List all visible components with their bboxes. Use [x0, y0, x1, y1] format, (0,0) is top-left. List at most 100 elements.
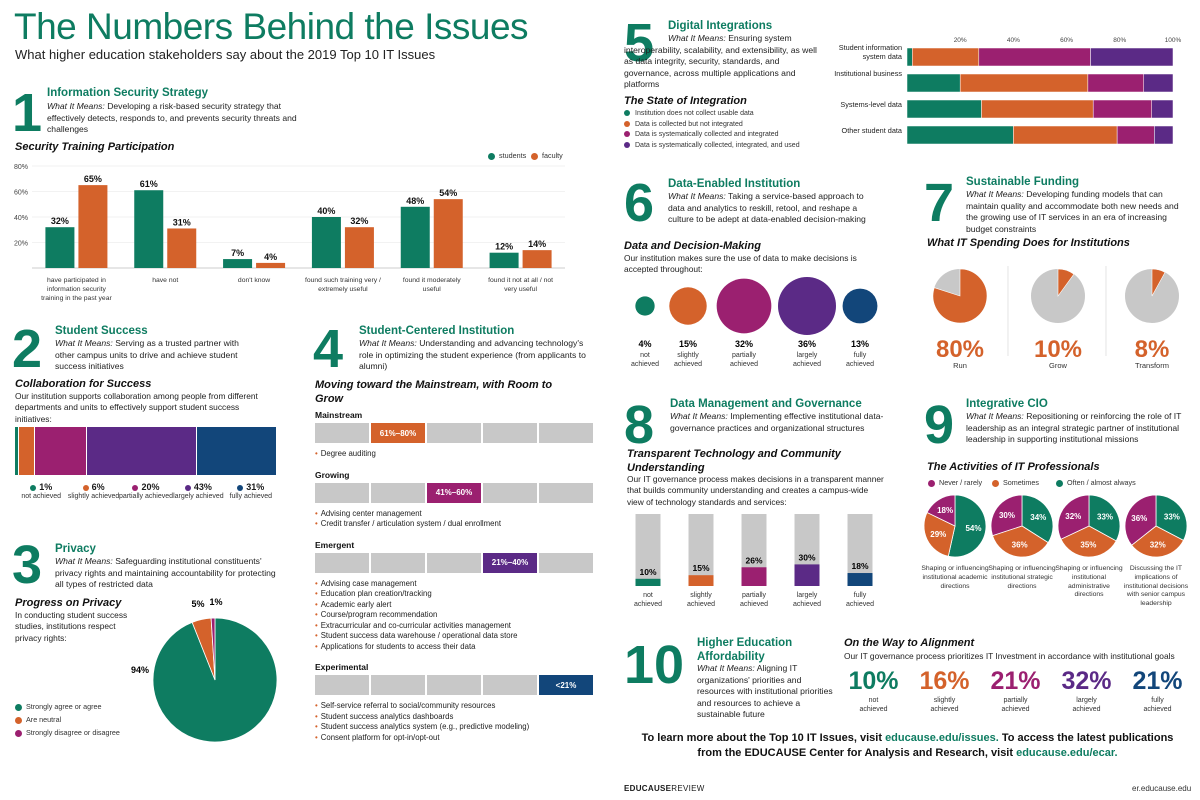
list-item-text: Consent platform for opt-in/opt-out: [320, 732, 440, 742]
bullet-icon: •: [315, 599, 318, 609]
legend-item: Data is collected but not integrated: [624, 121, 824, 128]
data-label: 30%: [999, 511, 1015, 520]
category-label: Discussing the IT implications of instit…: [1123, 565, 1189, 608]
bullet-icon: •: [315, 620, 318, 630]
collaboration-stacked-bar: [15, 427, 277, 475]
list-item-text: Course/program recommendation: [320, 610, 438, 619]
transparency-question: Our IT governance process makes decision…: [627, 474, 884, 507]
issue-desc-10: What It Means: Aligning IT organizations…: [697, 663, 833, 720]
legend-item: Are neutral: [15, 715, 135, 724]
category-label: achieved: [846, 361, 874, 368]
bullet-icon: •: [315, 701, 318, 710]
list-item-text: Academic early alert: [320, 599, 392, 609]
percent-text: 1%: [39, 482, 53, 492]
legend-label: Are neutral: [26, 715, 62, 724]
pie-slice: [1057, 268, 1075, 297]
list-item: • Academic early alert: [315, 600, 391, 609]
list-item: • Advising center management: [315, 509, 422, 518]
list-item: • Degree auditing: [315, 449, 376, 458]
band-label: 61%–80%: [379, 428, 417, 438]
group-heading: Emergent: [315, 539, 355, 550]
category-label: achieved: [793, 601, 821, 608]
category-label: partially: [732, 352, 757, 359]
stacked-segment: [1090, 47, 1174, 67]
category-label: achieved: [1001, 705, 1030, 713]
column-fill: [635, 578, 661, 586]
category-label: found it not at all / not very useful: [488, 277, 554, 293]
legend-label: Data is systematically collected, integr…: [635, 141, 800, 149]
bullet-icon: •: [315, 519, 318, 528]
legend-faculty: faculty: [531, 151, 563, 160]
footer-url[interactable]: er.educause.edu: [1132, 784, 1192, 793]
integration-legend: Institution does not collect usable data…: [624, 110, 824, 160]
column-fill: [847, 573, 873, 586]
data-label: 15%: [692, 563, 709, 573]
pie-slice: [992, 525, 1049, 558]
chart-title-integration: The State of Integration: [624, 95, 747, 107]
data-label: 18%: [851, 561, 868, 571]
alignment-value: 21% fully achieved: [1122, 667, 1193, 714]
chart-title-mainstream: Moving toward the Mainstream, with Room …: [315, 379, 553, 406]
data-label: 1%: [209, 597, 222, 607]
color-dot: [184, 484, 191, 491]
issue-desc-5: What It Means: Ensuring system interoper…: [624, 33, 817, 90]
list-item: • Course/program recommendation: [315, 610, 437, 619]
pie-slice: [947, 494, 987, 558]
column-fill: [688, 575, 714, 586]
data-label: 10%: [848, 667, 899, 695]
list-item-text: Self-service referral to social/communit…: [320, 701, 496, 710]
category-label: achieved: [634, 601, 662, 608]
category-label: achieved: [846, 601, 874, 608]
bullet-icon: •: [315, 722, 318, 731]
ecar-link[interactable]: educause.edu/ecar.: [1016, 746, 1118, 759]
pie-slice: [210, 617, 216, 681]
it-professionals-pies: 54% 29% 18% 34% 36% 30% 33% 35% 32% 33% 32% 36%: [923, 494, 1188, 558]
bubble: [778, 277, 836, 335]
color-dot: [237, 484, 244, 491]
stacked-segment: [906, 47, 913, 67]
x-tick-label: 100%: [1165, 37, 1182, 44]
y-tick-label: 60%: [14, 190, 28, 197]
legend-item: Data is systematically collected and int…: [624, 131, 824, 138]
category-label: slightly: [677, 352, 699, 359]
category-label: achieved: [1072, 705, 1101, 713]
category-label: Transform: [1135, 361, 1169, 370]
category-labels: have participated in information securit…: [32, 277, 565, 307]
privacy-question: In conducting student success studies, i…: [15, 610, 128, 643]
issues-link[interactable]: educause.edu/issues.: [885, 732, 999, 744]
data-label: 15%: [679, 339, 697, 349]
band-cell: 61%–80%: [371, 423, 425, 443]
band-cell: [483, 423, 537, 443]
issue-title-3: Privacy: [55, 543, 96, 555]
bullet-icon: •: [315, 711, 318, 721]
color-dot: [82, 484, 89, 491]
alignment-question: Our IT governance process prioritizes IT…: [844, 651, 1175, 661]
category-label: not: [643, 592, 653, 599]
pie-slice: [1124, 494, 1157, 546]
issue-number-3: 3: [12, 535, 43, 595]
collaboration-segment: [18, 427, 35, 475]
collaboration-segment: [86, 427, 198, 475]
category-label: slightly: [690, 592, 712, 599]
column-fill: [794, 564, 820, 586]
data-label: 61%: [140, 179, 158, 189]
collaboration-label: 1% not achieved: [11, 482, 71, 501]
integration-stacked-chart: 20% 40% 60% 80% 100%: [906, 37, 1182, 145]
data-label: 35%: [1080, 541, 1096, 550]
legend-dot: [15, 716, 22, 724]
data-label: 36%: [1012, 540, 1028, 549]
data-label: 36%: [1131, 514, 1147, 523]
issue-number-6: 6: [624, 173, 655, 233]
issue-number-9: 9: [924, 395, 955, 455]
data-label: 12%: [495, 242, 513, 252]
category-label: Shaping or influencing institutional adm…: [1055, 565, 1123, 599]
data-label: 32%: [1150, 541, 1166, 550]
band-label: <21%: [555, 680, 577, 690]
chart-title-alignment: On the Way to Alignment: [844, 637, 975, 649]
column-fill: [741, 567, 767, 586]
bar-students: [489, 252, 519, 268]
it-spending-pies: 80%Run 10%Grow 8%Transform: [932, 266, 1179, 370]
band-row: 61%–80%: [315, 423, 593, 443]
mainstream-groups: Mainstream 61%–80% • Degree auditing Growing…: [315, 410, 593, 742]
data-label: 94%: [131, 665, 149, 675]
